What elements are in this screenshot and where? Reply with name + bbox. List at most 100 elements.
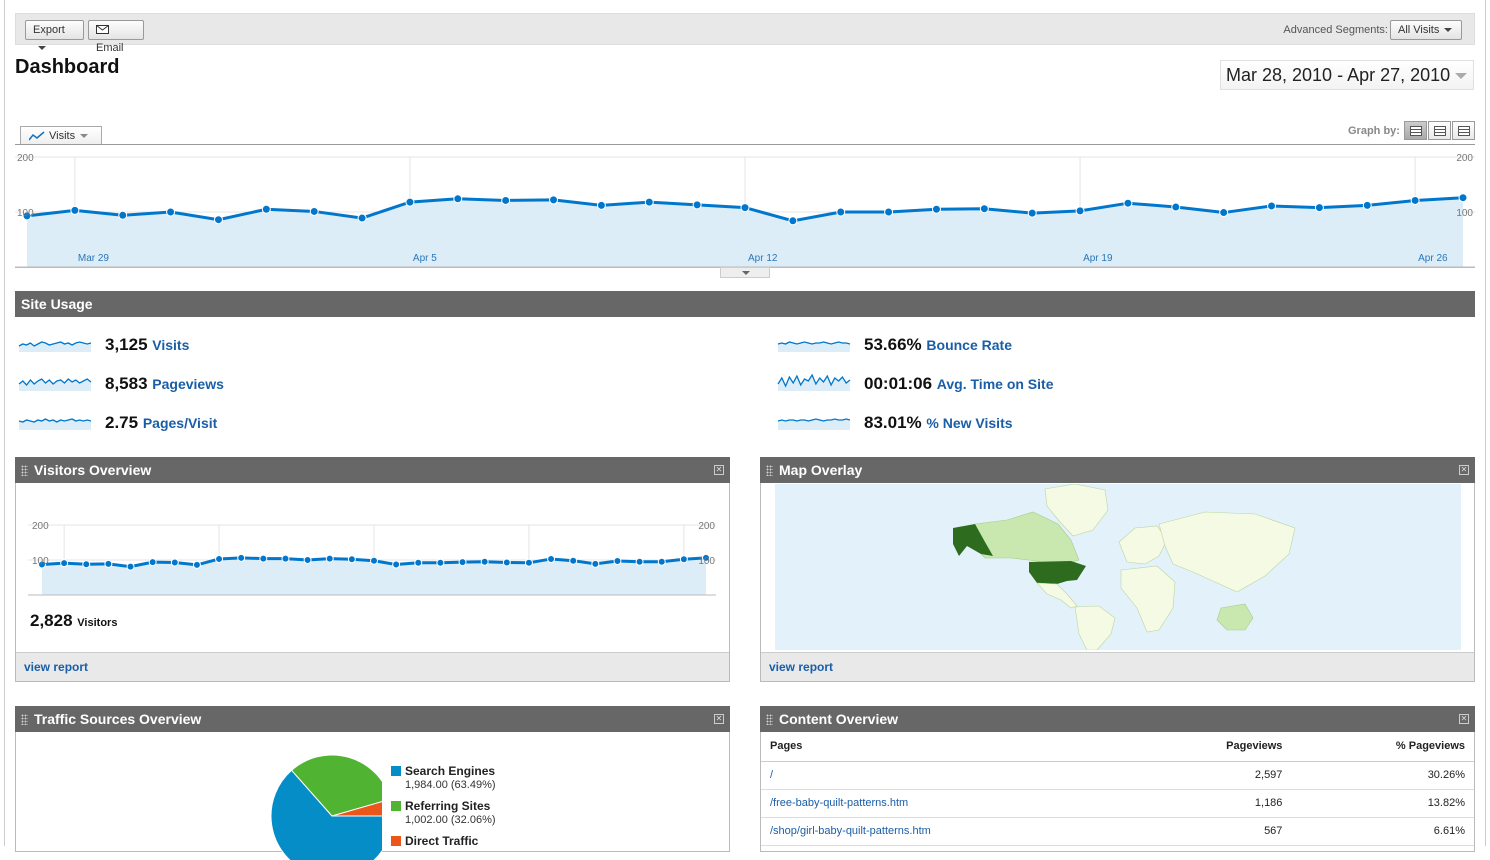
close-icon[interactable]: ✕ xyxy=(714,714,724,724)
legend-referring-sites[interactable]: Referring Sites 1,002.00 (32.06%) xyxy=(391,799,496,826)
metric-avg-time[interactable]: 00:01:06 Avg. Time on Site xyxy=(777,372,1177,396)
line-chart-icon xyxy=(29,131,45,141)
data-point xyxy=(436,558,445,567)
metric-link-pages-per-visit[interactable]: Pages/Visit xyxy=(142,415,218,431)
close-icon[interactable]: ✕ xyxy=(1459,465,1469,475)
page-link[interactable]: /free-baby-quilt-patterns.htm xyxy=(770,797,909,809)
segments-select[interactable]: All Visits xyxy=(1390,20,1462,40)
data-point xyxy=(501,195,511,205)
data-point xyxy=(192,560,201,569)
metric-new-visits[interactable]: 83.01% % New Visits xyxy=(777,411,1177,435)
map-usa xyxy=(1029,561,1086,584)
metric-pageviews[interactable]: 8,583 Pageviews xyxy=(18,372,318,396)
graph-by-month-button[interactable] xyxy=(1452,121,1475,140)
y-tick-label: 100 xyxy=(17,208,34,219)
toolbar: Export Email Advanced Segments: All Visi… xyxy=(15,13,1475,54)
world-map[interactable] xyxy=(775,484,1461,650)
metric-link-avg-time[interactable]: Avg. Time on Site xyxy=(936,376,1054,392)
view-report-link[interactable]: view report xyxy=(24,660,89,674)
data-point xyxy=(1027,208,1037,218)
data-point xyxy=(502,558,511,567)
data-point xyxy=(1123,198,1133,208)
visitors-total: 2,828 Visitors xyxy=(30,611,117,631)
drag-handle-icon[interactable] xyxy=(766,465,773,476)
data-point xyxy=(126,562,135,571)
metric-value: 83.01% xyxy=(864,413,922,432)
metric-bounce-rate[interactable]: 53.66% Bounce Rate xyxy=(777,333,1177,357)
metric-link-bounce-rate[interactable]: Bounce Rate xyxy=(926,337,1012,353)
data-point xyxy=(303,556,312,564)
data-point xyxy=(370,556,378,565)
data-point xyxy=(170,558,179,567)
data-point xyxy=(480,557,489,566)
traffic-sources-title: Traffic Sources Overview xyxy=(34,711,202,727)
view-report-link[interactable]: view report xyxy=(769,660,834,674)
metric-visits[interactable]: 3,125 Visits xyxy=(18,333,318,357)
close-icon[interactable]: ✕ xyxy=(714,465,724,475)
y-tick-label: 100 xyxy=(1456,208,1473,219)
legend-search-engines[interactable]: Search Engines 1,984.00 (63.49%) xyxy=(391,764,496,791)
visitors-overview-panel: 200 100 200 100 2,828 Visitors view report xyxy=(15,483,730,682)
data-point xyxy=(931,204,941,214)
metric-link-visits[interactable]: Visits xyxy=(152,337,190,353)
chevron-down-icon xyxy=(742,271,750,275)
data-point xyxy=(547,554,556,563)
graph-by-week-button[interactable] xyxy=(1428,121,1451,140)
column-header-pageviews[interactable]: Pageviews xyxy=(1135,732,1292,762)
drag-handle-icon[interactable] xyxy=(21,714,28,725)
chevron-down-icon xyxy=(80,134,89,139)
data-point xyxy=(613,557,622,566)
chevron-down-icon xyxy=(1444,28,1453,33)
column-header-pages[interactable]: Pages xyxy=(761,732,1136,762)
data-point xyxy=(213,215,223,225)
export-button[interactable]: Export xyxy=(25,20,84,51)
data-point xyxy=(453,194,463,204)
graph-by-day-button[interactable] xyxy=(1404,121,1427,140)
map-south-america xyxy=(1074,605,1116,650)
sparkline-line xyxy=(777,341,851,345)
map-overlay-header[interactable]: Map Overlay ✕ xyxy=(760,457,1475,483)
page-link[interactable]: / xyxy=(770,769,774,781)
metric-select-visits[interactable]: Visits xyxy=(20,126,102,145)
y-tick-label: 200 xyxy=(1456,153,1473,164)
legend-swatch xyxy=(391,766,401,776)
x-tick-label: Apr 19 xyxy=(1083,253,1113,264)
data-point xyxy=(884,207,894,217)
pageviews-cell: 567 xyxy=(1135,817,1292,846)
close-icon[interactable]: ✕ xyxy=(1459,714,1469,724)
calendar-week-icon xyxy=(1434,126,1446,136)
visits-graph[interactable]: 200 100 200 100 Mar 29 Apr 5 Apr 12 Apr 19 Apr 2… xyxy=(15,144,1475,268)
map-overlay-title: Map Overlay xyxy=(779,462,863,478)
page-link[interactable]: /shop/girl-baby-quilt-patterns.htm xyxy=(770,825,931,837)
legend-direct-traffic[interactable]: Direct Traffic xyxy=(391,834,478,848)
sparkline-line xyxy=(777,418,851,422)
sparkline-pages-per-visit xyxy=(18,418,92,430)
content-overview-panel: Pages Pageviews % Pageviews / 2,597 30.2… xyxy=(760,732,1475,852)
site-usage-header: Site Usage xyxy=(15,291,1475,317)
content-overview-header[interactable]: Content Overview ✕ xyxy=(760,706,1475,732)
content-table: Pages Pageviews % Pageviews / 2,597 30.2… xyxy=(761,732,1474,846)
sparkline-avg-time xyxy=(777,373,851,391)
pageviews-cell: 1,186 xyxy=(1135,789,1292,818)
graph-collapse-handle[interactable] xyxy=(720,267,770,278)
data-point xyxy=(309,206,319,216)
drag-handle-icon[interactable] xyxy=(766,714,773,725)
metric-value: 00:01:06 xyxy=(864,374,933,393)
traffic-pie-chart[interactable] xyxy=(252,746,382,860)
metric-link-pageviews[interactable]: Pageviews xyxy=(152,376,224,392)
data-point xyxy=(788,216,798,226)
email-button[interactable]: Email xyxy=(88,20,144,54)
column-header-pct-pageviews[interactable]: % Pageviews xyxy=(1291,732,1474,762)
visitors-graph[interactable]: 200 100 200 100 xyxy=(16,513,729,633)
data-point xyxy=(215,554,224,563)
visitors-overview-header[interactable]: Visitors Overview ✕ xyxy=(15,457,730,483)
metric-pages-per-visit[interactable]: 2.75 Pages/Visit xyxy=(18,411,318,435)
y-tick-label: 200 xyxy=(32,521,49,532)
pie-slice-referring-sites xyxy=(290,754,382,817)
traffic-sources-header[interactable]: Traffic Sources Overview ✕ xyxy=(15,706,730,732)
graph-by-label: Graph by: xyxy=(1348,125,1400,137)
drag-handle-icon[interactable] xyxy=(21,465,28,476)
metric-link-new-visits[interactable]: % New Visits xyxy=(926,415,1013,431)
date-range-picker[interactable]: Mar 28, 2010 - Apr 27, 2010 xyxy=(1220,60,1474,90)
pct-pageviews-cell: 6.61% xyxy=(1291,817,1474,846)
